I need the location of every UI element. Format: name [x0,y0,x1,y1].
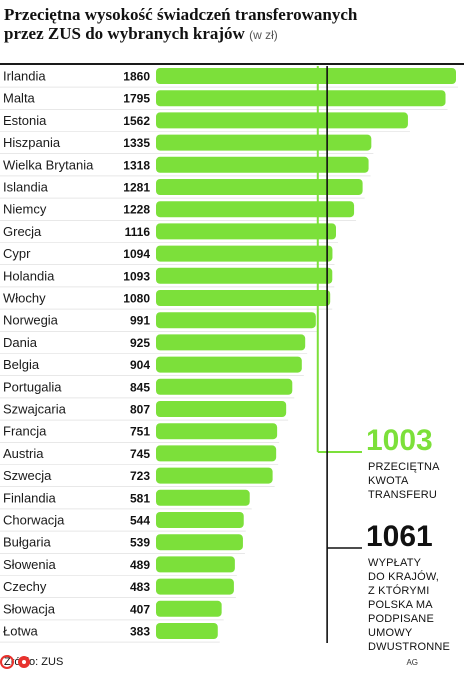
value-label: 751 [130,425,150,439]
category-label: Czechy [3,579,47,594]
bilateral-value: 1061 [366,520,433,553]
chart-title: Przeciętna wysokość świadczeń transferow… [4,5,462,45]
bar [156,201,355,218]
bar [156,600,222,617]
category-label: Cypr [3,246,31,261]
value-label: 1281 [123,181,150,195]
category-label: Austria [3,446,44,461]
category-label: Włochy [3,291,46,306]
bar [156,112,408,129]
bar [156,267,333,284]
bar [156,423,278,440]
bar [156,512,244,528]
value-label: 1860 [123,70,150,84]
bar [156,401,287,417]
title-line-1: Przeciętna wysokość świadczeń transferow… [4,5,358,24]
bar [156,245,333,262]
value-label: 1093 [123,269,150,283]
value-label: 581 [130,491,150,505]
average-label-line: PRZECIĘTNA [368,461,440,473]
category-label: Dania [3,335,38,350]
bar [156,90,446,107]
category-label: Wielka Brytania [3,157,94,172]
value-label: 1116 [125,225,151,239]
category-label: Norwegia [3,313,59,328]
bar [156,179,363,195]
value-label: 1795 [123,92,150,106]
bilateral-label-line: PODPISANE [368,613,434,625]
author-credit: AG [406,658,418,667]
bilateral-label-line: Z KTÓRYMI [368,584,430,597]
bar [156,378,293,395]
category-label: Finlandia [3,490,57,505]
category-label: Estonia [3,113,47,128]
publisher-logo [0,655,30,669]
bilateral-label-line: WYPŁATY [368,557,422,569]
value-label: 489 [130,558,150,572]
title-line-2-text: przez ZUS do wybranych krajów [4,24,245,43]
title-line-2: przez ZUS do wybranych krajów (w zł) [4,24,462,45]
average-label-line: KWOTA [368,475,409,487]
bar [156,623,218,639]
category-label: Holandia [3,268,55,283]
bar [156,356,302,373]
category-label: Łotwa [3,624,38,639]
bar [156,556,235,573]
bar [156,312,316,329]
category-label: Słowacja [3,601,56,616]
value-label: 904 [130,358,150,372]
bilateral-label-line: POLSKA MA [368,599,433,611]
value-label: 1094 [123,247,150,261]
value-label: 925 [130,336,150,350]
value-label: 383 [130,625,150,639]
bar [156,223,336,240]
average-value: 1003 [366,424,433,457]
category-label: Irlandia [3,69,46,84]
bilateral-label-line: DWUSTRONNE [368,641,450,653]
category-label: Bułgaria [3,535,51,550]
average-label-line: TRANSFERU [368,489,437,501]
value-label: 1318 [123,158,150,172]
value-label: 483 [130,580,150,594]
category-label: Francja [3,424,47,439]
bar [156,290,331,306]
value-label: 807 [130,403,150,417]
bar [156,489,250,506]
category-label: Grecja [3,224,42,239]
category-label: Portugalia [3,379,62,394]
category-label: Słowenia [3,557,57,572]
value-label: 1080 [123,292,150,306]
value-label: 539 [130,536,150,550]
bar [156,68,456,84]
bar [156,156,369,173]
value-label: 745 [130,447,150,461]
value-label: 544 [130,514,150,528]
bar [156,445,277,462]
bar [156,334,306,351]
value-label: 1228 [123,203,150,217]
category-label: Belgia [3,357,40,372]
value-label: 1562 [123,114,150,128]
title-unit: (w zł) [249,28,278,42]
category-label: Szwajcaria [3,402,67,417]
bilateral-label-line: UMOWY [368,627,413,639]
category-label: Niemcy [3,202,47,217]
value-label: 845 [130,380,150,394]
title-rule [0,63,464,65]
category-label: Islandia [3,180,49,195]
bar [156,467,273,484]
category-label: Malta [3,91,36,106]
bilateral-label-line: DO KRAJÓW, [368,570,439,583]
value-label: 407 [130,602,150,616]
value-label: 1335 [123,136,150,150]
category-label: Szwecja [3,468,52,483]
bar [156,578,234,595]
category-label: Chorwacja [3,513,65,528]
value-label: 991 [130,314,150,328]
value-label: 723 [130,469,150,483]
bar [156,134,372,151]
bar [156,534,243,551]
category-label: Hiszpania [3,135,61,150]
